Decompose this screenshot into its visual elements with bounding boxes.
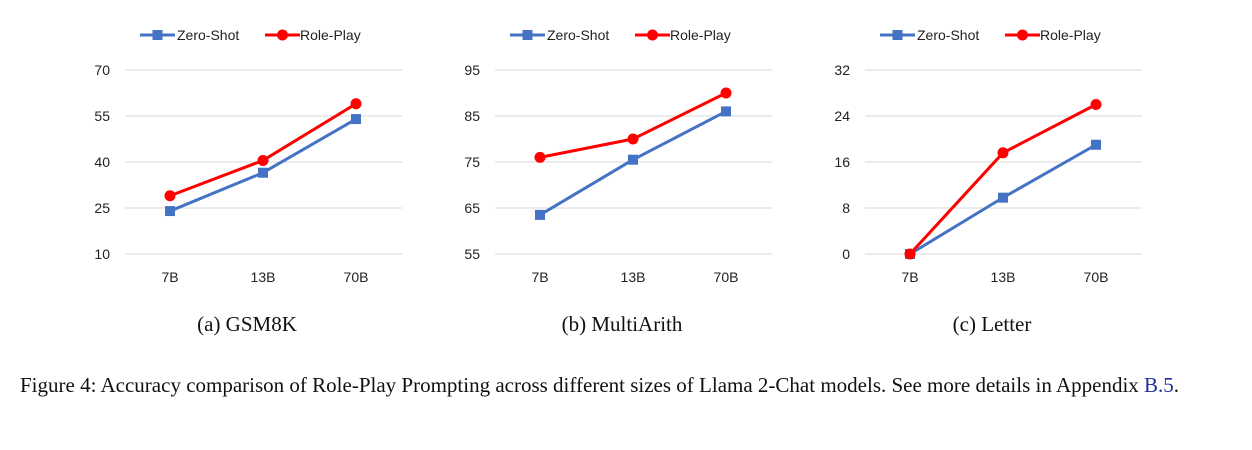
letter-zero-shot-point bbox=[1091, 139, 1101, 150]
gsm8k-legend-role-play-marker bbox=[277, 29, 288, 41]
chart-svg-gsm8k: 10 25 40 55 70 7B 13B 70B Zero-Shot Role-Play bbox=[94, 27, 402, 285]
letter-legend-zero-shot-marker bbox=[892, 30, 903, 40]
multiarith-role-play-point bbox=[627, 133, 639, 145]
letter-ytick-label: 0 bbox=[842, 246, 850, 262]
chart-panel-multiarith: 55 65 75 85 95 7B 13B 70B Zero-Shot Role-Play bbox=[400, 0, 800, 300]
multiarith-ytick-label: 55 bbox=[464, 246, 480, 262]
gsm8k-legend-zero-shot-marker bbox=[152, 30, 163, 40]
gsm8k-ytick-label: 40 bbox=[94, 154, 110, 170]
multiarith-legend-role-play-marker bbox=[647, 29, 658, 41]
gsm8k-zero-shot-point bbox=[258, 167, 268, 178]
figure-caption: Figure 4: Accuracy comparison of Role-Pl… bbox=[20, 370, 1240, 400]
gsm8k-role-play-point bbox=[257, 154, 269, 166]
gsm8k-role-play-point bbox=[350, 98, 362, 110]
gsm8k-ytick-label: 10 bbox=[94, 246, 110, 262]
chart-panel-gsm8k: 10 25 40 55 70 7B 13B 70B Zero-Shot Role-Play bbox=[30, 0, 430, 300]
letter-ytick-label: 32 bbox=[834, 62, 850, 78]
multiarith-xtick-label: 70B bbox=[714, 269, 739, 285]
letter-ytick-label: 16 bbox=[834, 154, 850, 170]
letter-legend-role-play-label: Role-Play bbox=[1040, 27, 1101, 43]
appendix-link[interactable]: B.5 bbox=[1144, 373, 1174, 397]
multiarith-zero-shot-point bbox=[535, 209, 545, 220]
multiarith-legend-zero-shot-label: Zero-Shot bbox=[547, 27, 609, 43]
chart-svg-letter: 0 8 16 24 32 7B 13B 70B Zero-Shot Role-Play bbox=[834, 27, 1142, 285]
gsm8k-role-play-point bbox=[164, 190, 176, 202]
gsm8k-ytick-label: 55 bbox=[94, 108, 110, 124]
multiarith-xtick-label: 7B bbox=[531, 269, 548, 285]
gsm8k-ytick-label: 25 bbox=[94, 200, 110, 216]
chart-svg-multiarith: 55 65 75 85 95 7B 13B 70B Zero-Shot Role-Play bbox=[464, 27, 772, 285]
gsm8k-legend-zero-shot-label: Zero-Shot bbox=[177, 27, 239, 43]
letter-role-play-line bbox=[908, 103, 1097, 256]
multiarith-ytick-label: 95 bbox=[464, 62, 480, 78]
subcaption-c: (c) Letter bbox=[952, 312, 1032, 336]
gsm8k-role-play-line bbox=[169, 102, 357, 198]
multiarith-zero-shot-point bbox=[628, 154, 638, 165]
letter-zero-shot-point bbox=[998, 192, 1008, 203]
multiarith-legend-role-play-label: Role-Play bbox=[670, 27, 731, 43]
gsm8k-zero-shot-point bbox=[351, 114, 361, 125]
gsm8k-xtick-label: 70B bbox=[344, 269, 369, 285]
letter-xtick-label: 7B bbox=[901, 269, 918, 285]
chart-panel-letter: 0 8 16 24 32 7B 13B 70B Zero-Shot Role-Play bbox=[770, 0, 1170, 300]
multiarith-role-play-point bbox=[534, 151, 546, 163]
multiarith-zero-shot-point bbox=[721, 106, 731, 117]
letter-legend-zero-shot-label: Zero-Shot bbox=[917, 27, 979, 43]
letter-ytick-label: 24 bbox=[834, 108, 850, 124]
gsm8k-ytick-label: 70 bbox=[94, 62, 110, 78]
gsm8k-zero-shot-point bbox=[165, 206, 175, 217]
letter-xtick-label: 70B bbox=[1084, 269, 1109, 285]
gsm8k-xtick-label: 13B bbox=[251, 269, 276, 285]
letter-role-play-point bbox=[904, 248, 916, 260]
letter-ytick-label: 8 bbox=[842, 200, 850, 216]
multiarith-ytick-label: 65 bbox=[464, 200, 480, 216]
multiarith-legend-zero-shot-marker bbox=[522, 30, 533, 40]
letter-xtick-label: 13B bbox=[991, 269, 1016, 285]
multiarith-role-play-point bbox=[720, 87, 732, 99]
letter-legend-role-play-marker bbox=[1017, 29, 1028, 41]
subcaption-a: (a) GSM8K bbox=[197, 312, 297, 336]
caption-text: Figure 4: Accuracy comparison of Role-Pl… bbox=[20, 373, 1145, 397]
caption-end: . bbox=[1173, 373, 1180, 397]
subcaption-b: (b) MultiArith bbox=[561, 312, 683, 336]
multiarith-xtick-label: 13B bbox=[621, 269, 646, 285]
multiarith-ytick-label: 75 bbox=[464, 154, 480, 170]
letter-role-play-point bbox=[997, 147, 1009, 159]
multiarith-ytick-label: 85 bbox=[464, 108, 480, 124]
gsm8k-xtick-label: 7B bbox=[161, 269, 178, 285]
letter-role-play-point bbox=[1090, 99, 1102, 110]
gsm8k-legend-role-play-label: Role-Play bbox=[300, 27, 361, 43]
